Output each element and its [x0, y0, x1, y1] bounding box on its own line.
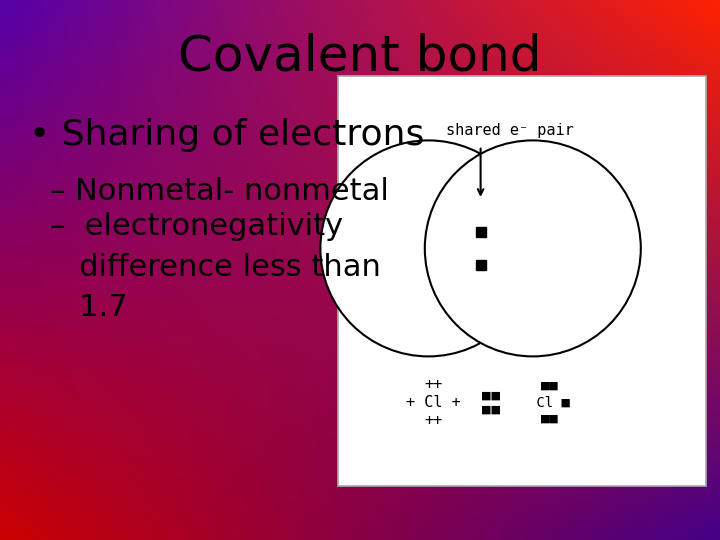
Text: – Nonmetal- nonmetal: – Nonmetal- nonmetal: [50, 177, 390, 206]
Text: Covalent bond: Covalent bond: [179, 33, 541, 80]
Text: shared e⁻ pair: shared e⁻ pair: [446, 123, 573, 138]
Text: –  electronegativity
   difference less than
   1.7: – electronegativity difference less than…: [50, 212, 382, 322]
Ellipse shape: [425, 140, 641, 356]
Text: ■■
■■: ■■ ■■: [481, 390, 502, 414]
Text: • Sharing of electrons: • Sharing of electrons: [29, 118, 424, 152]
Text: ++
+ Cl +
++: ++ + Cl + ++: [406, 377, 462, 428]
Text: ■■
 Cl ■
■■: ■■ Cl ■ ■■: [528, 379, 570, 426]
Ellipse shape: [320, 140, 536, 356]
FancyBboxPatch shape: [338, 76, 706, 486]
